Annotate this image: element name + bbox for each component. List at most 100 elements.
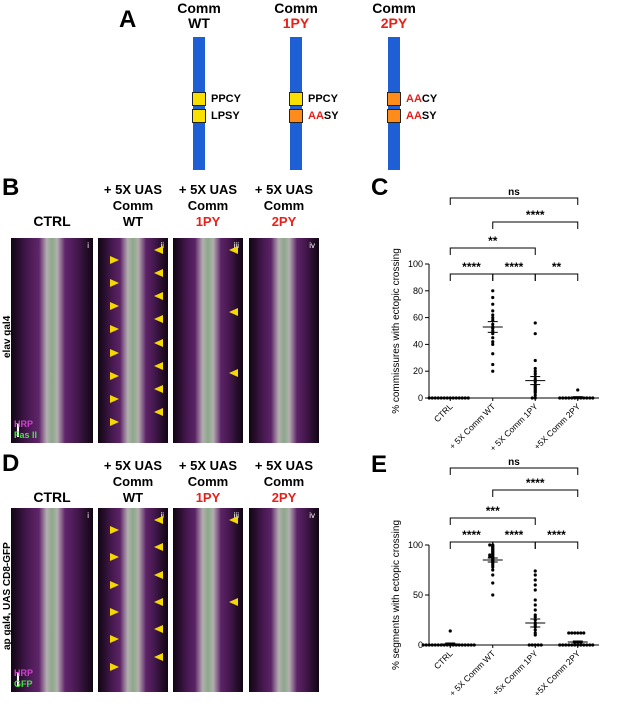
x-tick-label: +5X Comm 2PY [532,401,583,452]
y-tick-label: 0 [418,640,423,650]
construct-title-line1: Comm [177,0,221,16]
data-point [533,603,537,607]
nerve-cord-midline [195,508,221,692]
data-point [488,553,492,557]
motif-box-bottom [289,109,303,123]
significance-bracket [449,197,579,205]
ectopic-crossing-arrowhead [154,315,163,324]
ectopic-crossing-arrowhead [110,302,119,311]
data-point [558,643,562,647]
column-head-line2: Comm [187,474,229,489]
ectopic-crossing-arrowhead [110,371,119,380]
data-point [539,643,543,647]
data-point [448,629,452,633]
row-b-genotype-label: elav gal4 [2,315,13,358]
y-tick-label: 40 [413,339,423,349]
significance-label: ** [552,260,562,274]
nerve-cord-midline [120,238,146,443]
y-axis-label: % commissures with ectopic crossing [391,248,402,414]
ectopic-crossing-arrowhead [154,516,163,524]
data-point [427,643,431,647]
data-point [564,643,568,647]
data-point [463,396,467,400]
y-tick-label: 80 [413,286,423,296]
ectopic-crossing-arrowhead [154,361,163,370]
ectopic-crossing-arrowhead [154,652,163,661]
construct-title-line1: Comm [372,0,416,16]
data-point [491,309,495,313]
data-point [533,608,537,612]
ectopic-crossing-arrowhead [110,348,119,357]
data-point [424,643,428,647]
ectopic-crossing-arrowhead [154,338,163,347]
nerve-cord-midline [120,508,146,692]
micrograph-roman-label: iv [309,241,315,250]
data-point [491,352,495,356]
data-point [588,643,592,647]
micrograph-roman-label: i [87,241,89,250]
sequence-residues: SY [323,110,339,122]
significance-label: **** [526,208,545,222]
micrograph-roman-label: ii [160,241,164,250]
construct-title-line1: Comm [274,0,318,16]
data-point [591,396,595,400]
column-head-line1: + 5X UAS [103,458,163,473]
motif-sequence-top: AACY [406,93,437,106]
data-point [530,396,534,400]
significance-label: *** [486,504,500,518]
data-point [582,631,586,635]
significance-label: **** [462,260,481,274]
row-d-genotype-label: ap gal4, UAS CD8-GFP [2,542,13,650]
data-point [436,643,440,647]
ectopic-crossing-arrowhead [154,292,163,301]
micrograph-roman-label: iv [309,511,315,520]
data-point [427,396,431,400]
significance-bracket [534,273,579,281]
significance-label: **** [462,528,481,542]
data-point [488,543,492,547]
data-point [533,613,537,617]
data-point [491,581,495,585]
micrograph-ii: ii [98,508,168,692]
data-point [491,318,495,322]
data-point [533,583,537,587]
ectopic-crossing-arrowhead [110,526,119,534]
ectopic-crossing-arrowhead [154,246,163,254]
significance-label: **** [547,528,566,542]
micrograph-iv: iv [249,238,319,443]
micrograph-iii: iii [173,238,243,443]
data-point [491,316,495,320]
significance-label: ns [508,457,520,468]
data-point [533,598,537,602]
data-point [533,321,537,325]
data-point [564,396,568,400]
ectopic-crossing-arrowhead [154,407,163,416]
column-head-line3: 1PY [195,214,221,229]
data-point [533,569,537,573]
data-point [533,366,537,371]
ectopic-crossing-arrowhead [110,394,119,403]
data-point [533,358,537,363]
micrograph-iv: iv [249,508,319,692]
data-point [491,342,495,346]
significance-label: **** [526,476,545,490]
column-head-line1: + 5X UAS [254,458,314,473]
column-head-line3: 2PY [271,490,297,505]
panel-label-e: E [371,451,388,478]
column-head-line2: Comm [263,474,305,489]
column-head-line3: 2PY [271,214,297,229]
data-point [491,340,495,344]
ectopic-crossing-arrowhead [229,516,238,524]
significance-bracket [534,541,579,549]
column-head-ctrl: CTRL [33,489,71,505]
data-point [491,573,495,577]
ectopic-crossing-arrowhead [154,543,163,552]
data-point [466,643,470,647]
significance-bracket [492,273,536,281]
data-point [576,643,580,647]
panel-label-c: C [371,174,389,201]
panel-label-b: B [2,174,20,201]
motif-sequence-bottom: LPSY [211,110,240,123]
column-head-line1: + 5X UAS [178,182,238,197]
ectopic-crossing-arrowhead [154,269,163,278]
